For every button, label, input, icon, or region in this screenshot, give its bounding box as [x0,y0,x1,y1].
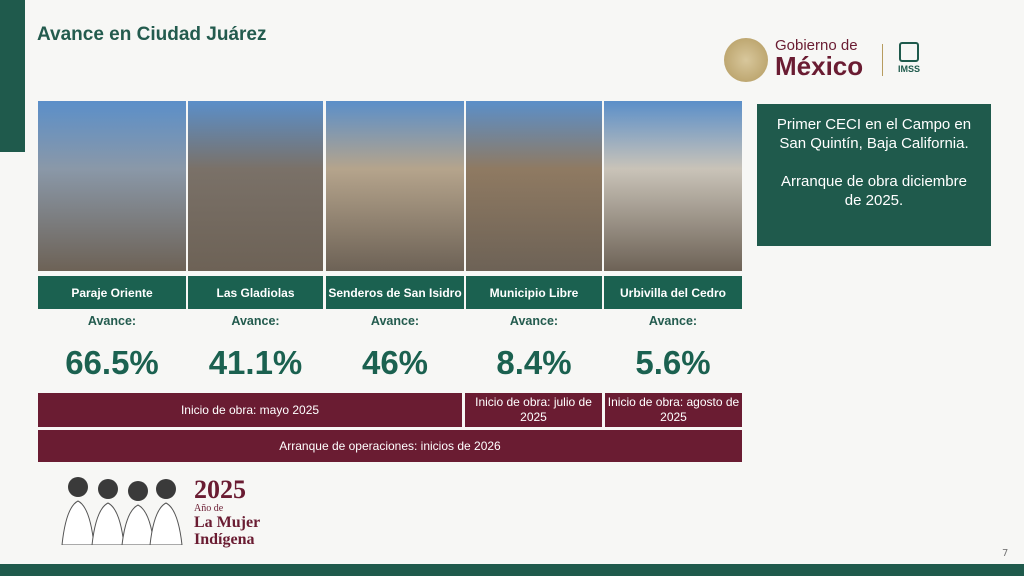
arranque-operaciones: Arranque de operaciones: inicios de 2026 [38,430,742,462]
site-photo [38,101,186,271]
avance-value: 41.1% [208,344,303,381]
site-name: Paraje Oriente [38,276,186,309]
logo-year: 2025 [194,475,246,504]
page-number: 7 [1002,548,1009,559]
callout-line2: Arranque de obra diciembre de 2025. [781,173,967,209]
site-photo [326,101,464,271]
site-photo [188,101,323,271]
avance-label: Avance: [231,314,280,328]
site-name: Senderos de San Isidro [326,276,464,309]
left-accent-bar [0,0,25,152]
imss-text: IMSS [897,64,920,74]
logo-line1: Año de [194,503,224,514]
site-photo [466,101,602,271]
imss-icon [899,42,919,62]
site-photo [604,101,742,271]
inicio-obra-group: Inicio de obra: mayo 2025 [38,393,462,427]
gob-line1: Gobierno de [775,37,858,54]
avance-label: Avance: [509,314,559,328]
avance-value: 46% [361,344,429,381]
site-name: Urbivilla del Cedro [604,276,742,309]
page-title: Avance en Ciudad Juárez [37,24,267,45]
inicio-obra-urbivilla: Inicio de obra: agosto de 2025 [605,393,742,427]
mujer-indigena-logo: 2025 Año de La Mujer Indígena [58,465,273,548]
avance-label: Avance: [370,314,420,328]
avance-value: 5.6% [635,344,711,381]
avance-value: 8.4% [496,344,572,381]
imss-logo: IMSS [896,42,922,76]
callout-line1: Primer CECI en el Campo en San Quintín, … [776,116,972,152]
callout-box: Primer CECI en el Campo en San Quintín, … [757,104,991,246]
inicio-obra-municipio: Inicio de obra: julio de 2025 [465,393,602,427]
avance-label: Avance: [87,314,137,328]
avance-label: Avance: [648,314,698,328]
logo-line2: La Mujer [194,514,261,531]
women-illustration-icon [61,477,183,545]
logo-line3: Indígena [194,531,255,548]
logo-divider [882,44,883,76]
site-name: Municipio Libre [466,276,602,309]
gob-line2: México [775,51,864,81]
bottom-accent-bar [0,564,1024,576]
avance-value: 66.5% [65,344,159,381]
site-name: Las Gladiolas [188,276,323,309]
gobierno-logo: Gobierno de México [775,37,864,81]
national-seal-icon [724,38,768,82]
